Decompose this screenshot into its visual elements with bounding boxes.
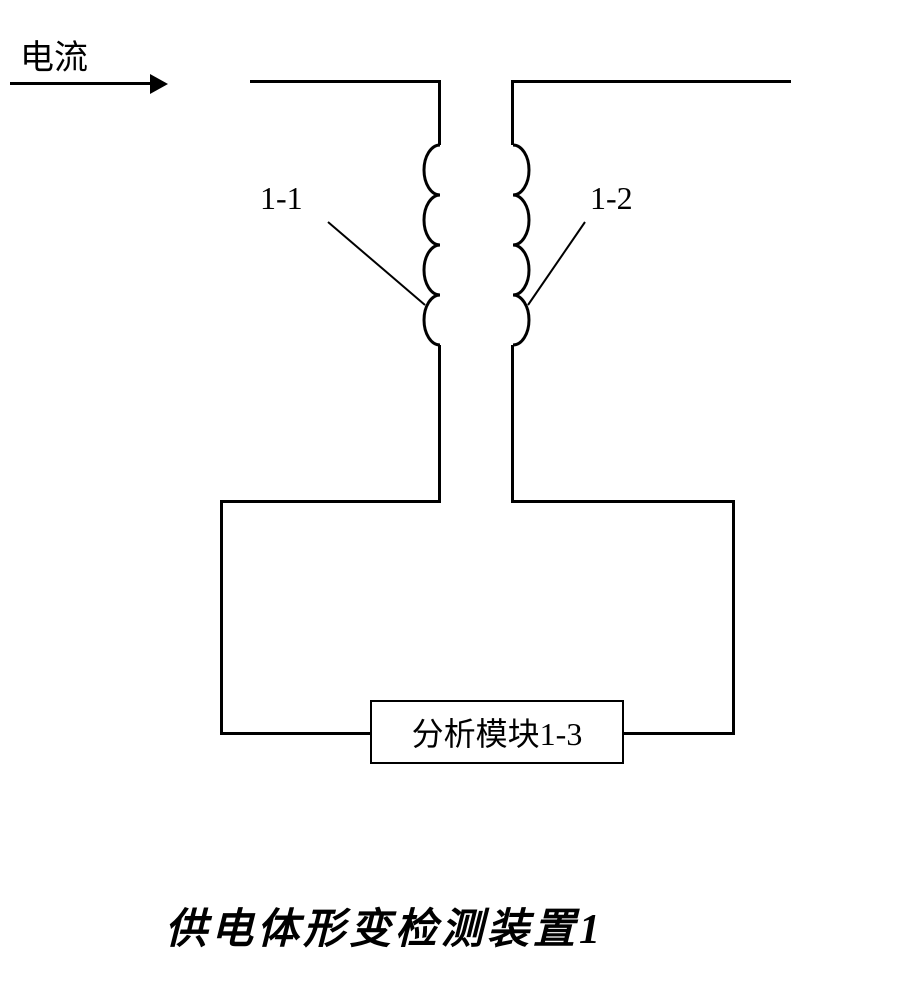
loop-top-left: [220, 500, 441, 503]
coil-svg: [0, 0, 912, 400]
coil-left-label: 1-1: [260, 180, 303, 217]
loop-bottom-right: [620, 732, 735, 735]
loop-top-right: [511, 500, 735, 503]
analysis-module-box: 分析模块1-3: [370, 700, 624, 764]
loop-left: [220, 500, 223, 735]
loop-right: [732, 500, 735, 735]
down-wire-right-bottom: [511, 345, 514, 503]
title-suffix: 1: [579, 907, 604, 953]
loop-bottom-left: [220, 732, 370, 735]
down-wire-left-bottom: [438, 345, 441, 503]
title-prefix: 供电体形变检测装置: [165, 905, 579, 952]
diagram-title: 供电体形变检测装置1: [165, 895, 604, 956]
analysis-module-label: 分析模块1-3: [412, 709, 583, 755]
diagram-canvas: 电流 分析模块1-3 1-1 1-2 供电体形变检测装置1: [0, 0, 912, 1000]
coil-right-label: 1-2: [590, 180, 633, 217]
